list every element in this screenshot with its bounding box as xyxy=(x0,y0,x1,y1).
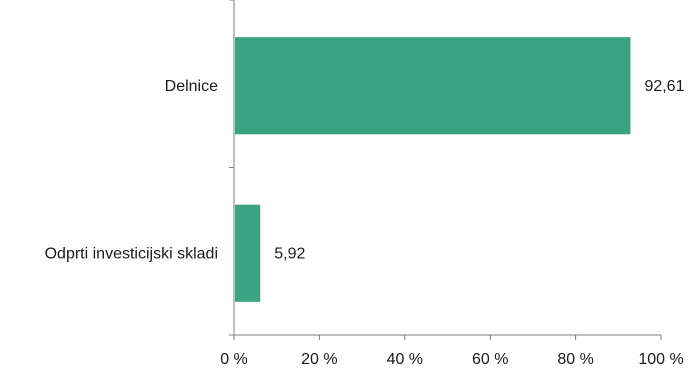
data-label: 92,61 xyxy=(644,78,684,95)
x-tick-label: 100 % xyxy=(638,351,683,368)
x-tick-label: 0 % xyxy=(220,351,248,368)
data-label: 5,92 xyxy=(274,245,305,262)
axes-layer xyxy=(229,0,662,340)
x-tick-label: 60 % xyxy=(472,351,508,368)
category-label: Delnice xyxy=(165,78,218,95)
bar xyxy=(235,37,631,135)
x-tick-label: 40 % xyxy=(387,351,423,368)
bars-layer xyxy=(235,37,631,302)
x-tick-label: 20 % xyxy=(301,351,337,368)
labels-layer: Delnice 92,61 Odprti investicijski skladi 5… xyxy=(45,78,685,368)
x-tick-label: 80 % xyxy=(557,351,593,368)
bar xyxy=(235,204,261,302)
category-label: Odprti investicijski skladi xyxy=(45,245,218,262)
